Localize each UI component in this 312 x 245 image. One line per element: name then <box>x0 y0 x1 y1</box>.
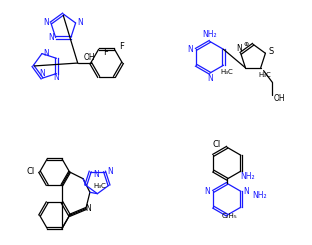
Text: N: N <box>44 18 50 27</box>
Text: N: N <box>93 170 99 179</box>
Text: H₃C: H₃C <box>220 69 233 75</box>
Text: OH: OH <box>83 53 95 62</box>
Text: N: N <box>207 74 213 84</box>
Text: NH₂: NH₂ <box>202 30 217 39</box>
Text: N: N <box>244 187 250 196</box>
Text: NH₂: NH₂ <box>252 191 267 200</box>
Text: OH: OH <box>274 94 285 103</box>
Text: F: F <box>103 48 108 57</box>
Text: H₃C: H₃C <box>94 183 106 188</box>
Text: N: N <box>77 18 83 27</box>
Text: N: N <box>188 45 193 54</box>
Text: NH₂: NH₂ <box>240 172 255 181</box>
Text: N: N <box>43 49 49 58</box>
Text: N: N <box>48 33 54 42</box>
Text: ⊕: ⊕ <box>244 42 249 47</box>
Text: H₃C: H₃C <box>259 72 271 78</box>
Text: N: N <box>39 70 45 78</box>
Text: N: N <box>54 74 59 82</box>
Text: N: N <box>205 187 211 196</box>
Text: N: N <box>86 204 91 213</box>
Text: C₂H₅: C₂H₅ <box>222 213 237 219</box>
Text: Cl: Cl <box>26 167 34 176</box>
Text: S: S <box>269 47 274 56</box>
Text: N: N <box>236 44 242 53</box>
Text: Cl: Cl <box>213 140 221 149</box>
Text: F: F <box>119 42 124 51</box>
Text: N: N <box>107 167 113 176</box>
